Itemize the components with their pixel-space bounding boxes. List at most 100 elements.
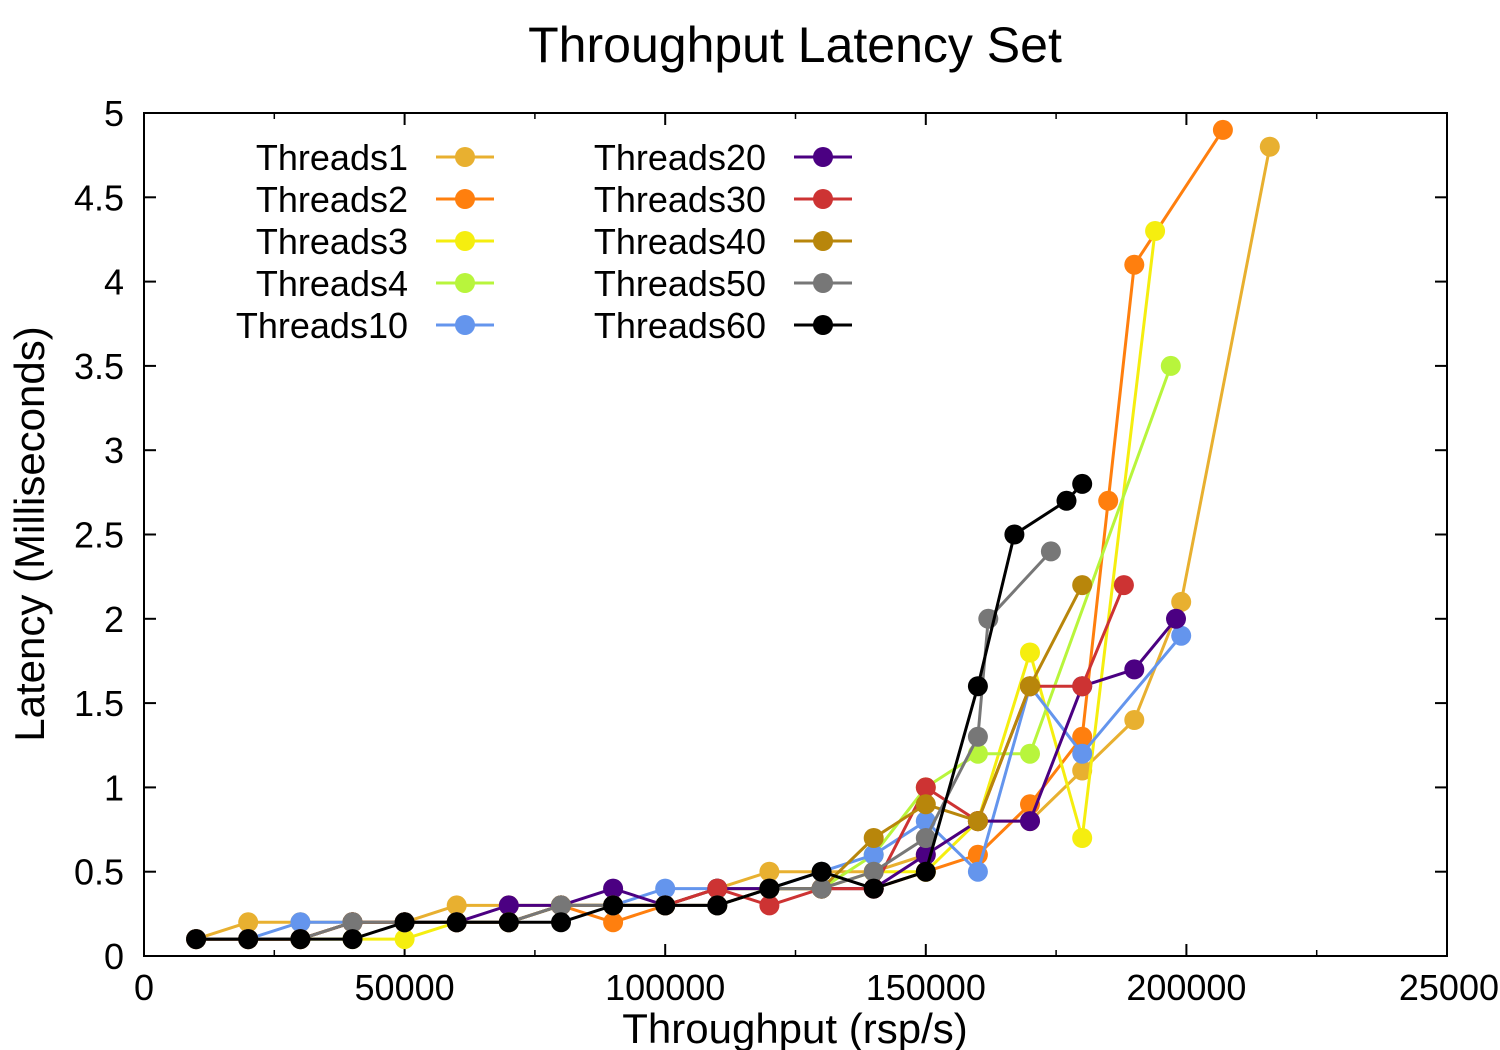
data-point-threads1 [759,861,780,882]
data-point-threads1 [1072,760,1093,781]
data-point-threads4 [1160,355,1181,376]
data-point-threads20 [498,895,519,916]
legend-swatch-marker [455,273,475,293]
data-point-threads60 [551,912,571,933]
data-point-threads20 [1020,811,1040,832]
data-point-threads60 [290,929,311,950]
data-point-threads40 [915,794,936,815]
data-point-threads4 [1020,743,1040,764]
data-point-threads1 [1259,136,1280,157]
x-tick-label: 150000 [866,967,986,1008]
data-point-threads60 [915,861,936,882]
legend: Threads1Threads2Threads3Threads4Threads1… [236,137,852,346]
data-point-threads60 [446,912,467,933]
data-point-threads60 [394,912,415,933]
legend-swatch-marker [455,315,475,335]
y-tick-label: 1 [104,767,124,808]
data-point-threads3 [1145,221,1166,241]
legend-swatch-marker [455,147,475,167]
data-point-threads40 [863,828,884,848]
y-axis: 0 0.5 1 1.5 2 2.5 3 3.5 4 4.5 5 [74,93,1447,977]
y-tick-label: 0.5 [74,852,124,893]
y-tick-label: 3 [104,430,124,471]
x-axis-label: Throughput (rsp/s) [622,1005,967,1050]
data-point-threads60 [759,878,780,899]
data-point-threads30 [707,878,728,899]
legend-swatch-marker [813,231,833,251]
data-point-threads2 [1098,490,1119,511]
series-threads60 [186,473,1093,950]
series-line-threads20 [196,617,1178,941]
y-tick-label: 4 [104,262,124,303]
y-tick-label: 2.5 [74,515,124,556]
data-point-threads30 [759,895,780,916]
x-tick-label: 100000 [605,967,725,1008]
legend-item-threads4: Threads4 [256,263,494,304]
series-line-threads40 [196,584,1084,941]
data-point-threads1 [238,912,259,933]
data-point-threads60 [186,929,207,950]
data-point-threads1 [1124,710,1145,730]
data-point-threads60 [811,861,832,882]
data-point-threads1 [1171,591,1192,612]
data-point-threads40 [1020,676,1040,697]
x-axis: 0 50000 100000 150000 200000 25000 [134,113,1499,1008]
y-tick-label: 3.5 [74,346,124,387]
legend-label: Threads1 [256,137,408,178]
y-axis-label: Latency (Milliseconds) [6,326,53,742]
series-layer [186,119,1280,950]
series-threads50 [186,541,1061,950]
legend-label: Threads30 [594,179,766,220]
data-point-threads40 [1072,575,1093,596]
legend-item-threads30: Threads30 [594,179,852,220]
legend-label: Threads10 [236,305,408,346]
data-point-threads60 [863,878,884,899]
legend-swatch-marker [455,189,475,209]
legend-label: Threads60 [594,305,766,346]
legend-item-threads10: Threads10 [236,305,494,346]
data-point-threads50 [1040,541,1061,562]
data-point-threads30 [1113,575,1134,596]
legend-item-threads3: Threads3 [256,221,494,262]
y-tick-label: 5 [104,93,124,134]
x-tick-label: 0 [134,967,154,1008]
legend-item-threads50: Threads50 [594,263,852,304]
data-point-threads10 [290,912,311,933]
x-tick-label: 25000 [1399,967,1499,1008]
legend-swatch-marker [813,189,833,209]
x-tick-label: 50000 [355,967,455,1008]
data-point-threads60 [1056,490,1077,511]
data-point-threads60 [655,895,676,916]
legend-label: Threads3 [256,221,408,262]
data-point-threads30 [1072,676,1093,697]
data-point-threads1 [446,895,467,916]
data-point-threads10 [655,878,676,899]
legend-item-threads1: Threads1 [256,137,494,178]
data-point-threads20 [603,878,624,899]
legend-label: Threads2 [256,179,408,220]
data-point-threads60 [342,929,363,950]
data-point-threads20 [1166,608,1186,629]
legend-item-threads2: Threads2 [256,179,494,220]
legend-swatch-marker [813,147,833,167]
data-point-threads10 [863,844,884,865]
data-point-threads50 [551,895,571,916]
data-point-threads50 [915,828,936,848]
y-tick-label: 0 [104,936,124,977]
data-point-threads2 [1072,726,1093,747]
data-point-threads50 [863,861,884,882]
data-point-threads10 [967,861,988,882]
data-point-threads50 [967,726,988,747]
y-tick-label: 4.5 [74,177,124,218]
y-tick-label: 2 [104,599,124,640]
data-point-threads3 [394,929,415,950]
data-point-threads60 [707,895,728,916]
legend-swatch-marker [813,273,833,293]
legend-item-threads40: Threads40 [594,221,852,262]
data-point-threads60 [603,895,624,916]
data-point-threads2 [1124,254,1145,275]
y-tick-label: 1.5 [74,683,124,724]
data-point-threads10 [1072,743,1093,764]
data-point-threads50 [811,878,832,899]
